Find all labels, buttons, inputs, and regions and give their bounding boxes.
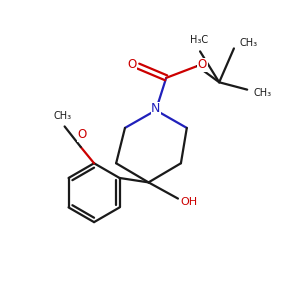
Text: OH: OH: [181, 196, 198, 206]
Text: O: O: [78, 128, 87, 141]
Text: CH₃: CH₃: [240, 38, 258, 47]
Text: CH₃: CH₃: [53, 111, 71, 121]
Text: CH₃: CH₃: [254, 88, 272, 98]
Text: N: N: [151, 102, 160, 115]
Text: O: O: [127, 58, 136, 71]
Text: H₃C: H₃C: [190, 34, 208, 45]
Text: O: O: [198, 58, 207, 71]
